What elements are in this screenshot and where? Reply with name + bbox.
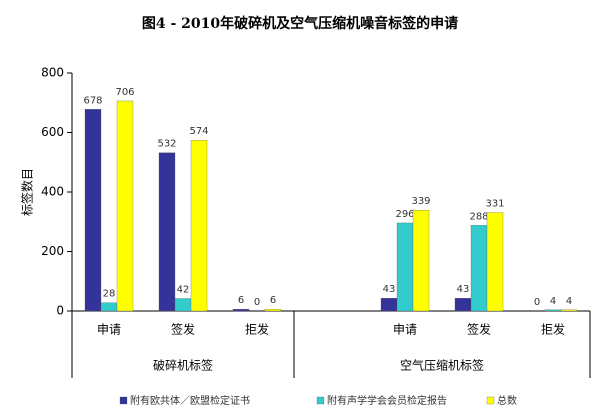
data-label: 532 [157, 139, 176, 150]
legend-label: 附有声学学会会员检定报告 [327, 394, 447, 407]
data-label: 339 [411, 196, 430, 207]
bar [560, 309, 578, 312]
x-tick-label: 拒发 [541, 322, 565, 337]
data-label: 6 [238, 295, 244, 306]
x-tick-label: 签发 [171, 322, 195, 337]
x-tick-label: 申请 [393, 323, 417, 337]
data-label: 6 [270, 295, 276, 306]
y-tick-label: 800 [41, 66, 64, 80]
x-tick-label: 签发 [467, 322, 491, 337]
bar [158, 152, 176, 312]
legend-swatch [119, 396, 128, 405]
y-tick-label: 0 [56, 304, 64, 318]
data-label: 331 [485, 199, 504, 210]
group-label: 破碎机标签 [153, 358, 213, 373]
bar [486, 212, 504, 312]
y-tick-label: 600 [41, 125, 64, 139]
group-label: 空气压缩机标签 [400, 358, 484, 373]
legend-swatch [316, 396, 325, 405]
data-label: 296 [395, 209, 414, 220]
data-label: 706 [115, 87, 134, 98]
data-label: 4 [566, 296, 572, 307]
bar [264, 309, 282, 312]
legend-label: 总数 [497, 394, 517, 407]
data-label: 574 [189, 126, 208, 137]
data-label: 0 [534, 297, 540, 308]
data-label: 0 [254, 297, 260, 308]
legend-label: 附有欧共体／欧盟检定证书 [130, 394, 250, 407]
y-tick-label: 200 [41, 244, 64, 258]
data-label: 28 [103, 289, 116, 300]
data-label: 288 [469, 211, 488, 222]
bar [544, 309, 562, 312]
data-label: 678 [83, 95, 102, 106]
legend-swatch [486, 396, 495, 405]
bar [174, 298, 192, 312]
bar [396, 222, 414, 312]
bar [190, 140, 208, 312]
bar [84, 109, 102, 312]
bar [454, 298, 472, 312]
bar [380, 298, 398, 312]
y-tick-label: 400 [41, 185, 64, 199]
bar [232, 309, 250, 312]
data-label: 43 [457, 284, 470, 295]
data-label: 42 [177, 285, 190, 296]
x-tick-label: 申请 [97, 323, 121, 337]
bar [412, 209, 430, 312]
data-label: 4 [550, 296, 556, 307]
y-axis-label: 标签数目 [20, 168, 35, 216]
bar [470, 225, 488, 312]
data-label: 43 [383, 284, 396, 295]
bar [116, 100, 134, 312]
bar [100, 302, 118, 312]
x-tick-label: 拒发 [245, 322, 269, 337]
chart-title: 图4 - 2010年破碎机及空气压缩机噪音标签的申请 [142, 15, 458, 32]
